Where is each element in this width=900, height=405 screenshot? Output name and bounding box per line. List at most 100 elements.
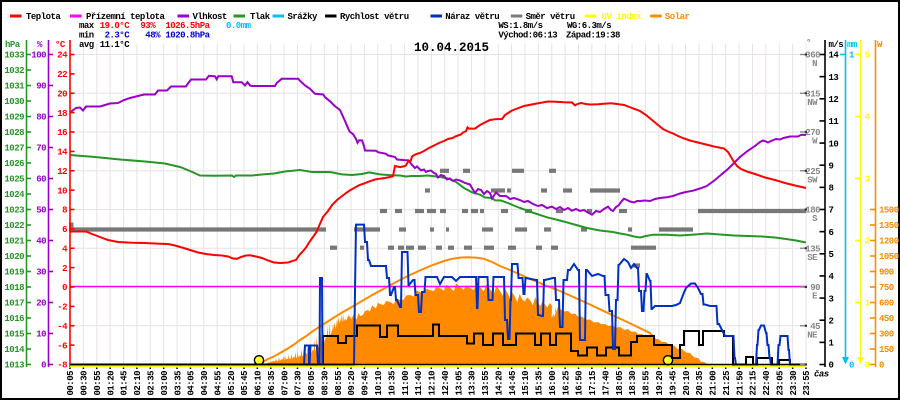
svg-text:04:30: 04:30 bbox=[200, 371, 210, 396]
svg-text:0: 0 bbox=[849, 361, 854, 371]
svg-text:1200: 1200 bbox=[879, 237, 899, 247]
svg-text:23:05: 23:05 bbox=[775, 371, 785, 396]
svg-text:1018: 1018 bbox=[4, 283, 24, 293]
svg-text:14: 14 bbox=[829, 51, 840, 61]
svg-text:10: 10 bbox=[57, 186, 67, 196]
svg-text:00:55: 00:55 bbox=[93, 371, 103, 396]
svg-text:0: 0 bbox=[865, 361, 870, 371]
svg-text:6: 6 bbox=[62, 225, 67, 235]
svg-text:90: 90 bbox=[810, 283, 820, 293]
svg-text:15:10: 15:10 bbox=[521, 371, 531, 396]
svg-text:Vlhkost: Vlhkost bbox=[193, 12, 227, 22]
svg-text:2: 2 bbox=[829, 316, 834, 326]
svg-text:2.3°C: 2.3°C bbox=[105, 31, 131, 41]
svg-text:70: 70 bbox=[36, 144, 46, 154]
svg-text:16: 16 bbox=[57, 128, 67, 138]
svg-text:30: 30 bbox=[36, 268, 46, 278]
svg-text:1030: 1030 bbox=[4, 97, 24, 107]
svg-text:1: 1 bbox=[849, 51, 855, 61]
svg-text:Rychlost větru: Rychlost větru bbox=[340, 12, 409, 22]
svg-text:20:10: 20:10 bbox=[682, 371, 692, 396]
svg-text:čas: čas bbox=[814, 370, 829, 380]
svg-text:WG:6.3m/s: WG:6.3m/s bbox=[567, 21, 611, 31]
svg-text:22:40: 22:40 bbox=[762, 371, 772, 396]
svg-text:45: 45 bbox=[810, 322, 820, 332]
svg-text:5: 5 bbox=[829, 250, 834, 260]
svg-text:1027: 1027 bbox=[4, 144, 24, 154]
svg-text:08:30: 08:30 bbox=[320, 371, 330, 396]
svg-text:18: 18 bbox=[57, 109, 67, 119]
svg-text:13:05: 13:05 bbox=[454, 371, 464, 396]
svg-text:Přízemní teplota: Přízemní teplota bbox=[86, 12, 166, 22]
svg-text:11:00: 11:00 bbox=[401, 371, 411, 396]
svg-text:10: 10 bbox=[36, 330, 46, 340]
svg-text:S: S bbox=[812, 214, 818, 224]
svg-text:11:40: 11:40 bbox=[414, 371, 424, 396]
svg-text:600: 600 bbox=[879, 299, 894, 309]
svg-text:1019: 1019 bbox=[4, 268, 24, 278]
svg-text:1021: 1021 bbox=[4, 237, 25, 247]
svg-text:-8: -8 bbox=[57, 361, 67, 371]
svg-text:max: max bbox=[79, 21, 95, 31]
svg-text:180: 180 bbox=[805, 206, 820, 216]
svg-text:09:45: 09:45 bbox=[361, 371, 371, 396]
svg-text:-4: -4 bbox=[57, 322, 68, 332]
svg-text:0: 0 bbox=[829, 361, 834, 371]
svg-text:0: 0 bbox=[879, 361, 884, 371]
svg-text:22: 22 bbox=[57, 70, 67, 80]
svg-text:90: 90 bbox=[36, 82, 46, 92]
svg-text:avg: avg bbox=[79, 40, 94, 50]
svg-text:23:30: 23:30 bbox=[789, 371, 799, 396]
svg-text:8: 8 bbox=[62, 206, 67, 216]
svg-text:93%: 93% bbox=[140, 21, 156, 31]
svg-text:1017: 1017 bbox=[4, 299, 24, 309]
svg-text:WS:1.8m/s: WS:1.8m/s bbox=[498, 21, 542, 31]
svg-text:1028: 1028 bbox=[4, 128, 24, 138]
svg-text:1020: 1020 bbox=[4, 252, 24, 262]
svg-text:W: W bbox=[877, 40, 883, 50]
svg-text:3: 3 bbox=[865, 175, 870, 185]
svg-text:17:40: 17:40 bbox=[601, 371, 611, 396]
svg-text:19:20: 19:20 bbox=[655, 371, 665, 396]
svg-text:225: 225 bbox=[805, 167, 820, 177]
svg-text:900: 900 bbox=[879, 268, 894, 278]
svg-text:18:55: 18:55 bbox=[642, 371, 652, 396]
svg-text:16:00: 16:00 bbox=[548, 371, 558, 396]
svg-text:11: 11 bbox=[829, 117, 840, 127]
svg-text:-6: -6 bbox=[57, 341, 67, 351]
svg-text:270: 270 bbox=[805, 128, 820, 138]
svg-text:360: 360 bbox=[805, 51, 820, 61]
svg-text:9: 9 bbox=[829, 161, 834, 171]
svg-text:315: 315 bbox=[805, 89, 820, 99]
svg-text:%: % bbox=[37, 40, 43, 50]
svg-text:12:40: 12:40 bbox=[441, 371, 451, 396]
svg-text:1: 1 bbox=[829, 339, 835, 349]
svg-text:04:55: 04:55 bbox=[213, 371, 223, 396]
svg-text:04:05: 04:05 bbox=[187, 371, 197, 396]
svg-text:hPa: hPa bbox=[5, 40, 21, 50]
svg-text:0: 0 bbox=[41, 361, 46, 371]
svg-text:0.0mm: 0.0mm bbox=[226, 21, 252, 31]
svg-text:1033: 1033 bbox=[4, 51, 24, 61]
svg-text:1: 1 bbox=[865, 299, 871, 309]
svg-text:06:10: 06:10 bbox=[254, 371, 264, 396]
svg-text:21:25: 21:25 bbox=[722, 371, 732, 396]
svg-text:21:00: 21:00 bbox=[709, 371, 719, 396]
svg-text:08:05: 08:05 bbox=[307, 371, 317, 396]
svg-text:17:15: 17:15 bbox=[588, 371, 598, 396]
svg-text:14:20: 14:20 bbox=[494, 371, 504, 396]
svg-text:40: 40 bbox=[36, 237, 46, 247]
svg-text:Tlak: Tlak bbox=[250, 12, 271, 22]
svg-text:1050: 1050 bbox=[879, 252, 899, 262]
svg-text:02:10: 02:10 bbox=[133, 371, 143, 396]
svg-text:48%: 48% bbox=[145, 31, 161, 41]
svg-text:15:35: 15:35 bbox=[535, 371, 545, 396]
svg-text:1023: 1023 bbox=[4, 206, 24, 216]
svg-text:13: 13 bbox=[829, 73, 839, 83]
svg-text:m/s: m/s bbox=[829, 40, 844, 50]
svg-text:10:10: 10:10 bbox=[374, 371, 384, 396]
svg-text:SE: SE bbox=[807, 253, 818, 263]
svg-text:NW: NW bbox=[807, 98, 818, 108]
svg-text:03:35: 03:35 bbox=[173, 371, 183, 396]
svg-text:1016: 1016 bbox=[4, 314, 24, 324]
